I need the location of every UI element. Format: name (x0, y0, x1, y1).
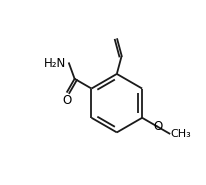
Text: O: O (153, 120, 162, 133)
Text: H₂N: H₂N (44, 57, 66, 70)
Text: CH₃: CH₃ (170, 129, 191, 139)
Text: O: O (62, 95, 72, 107)
